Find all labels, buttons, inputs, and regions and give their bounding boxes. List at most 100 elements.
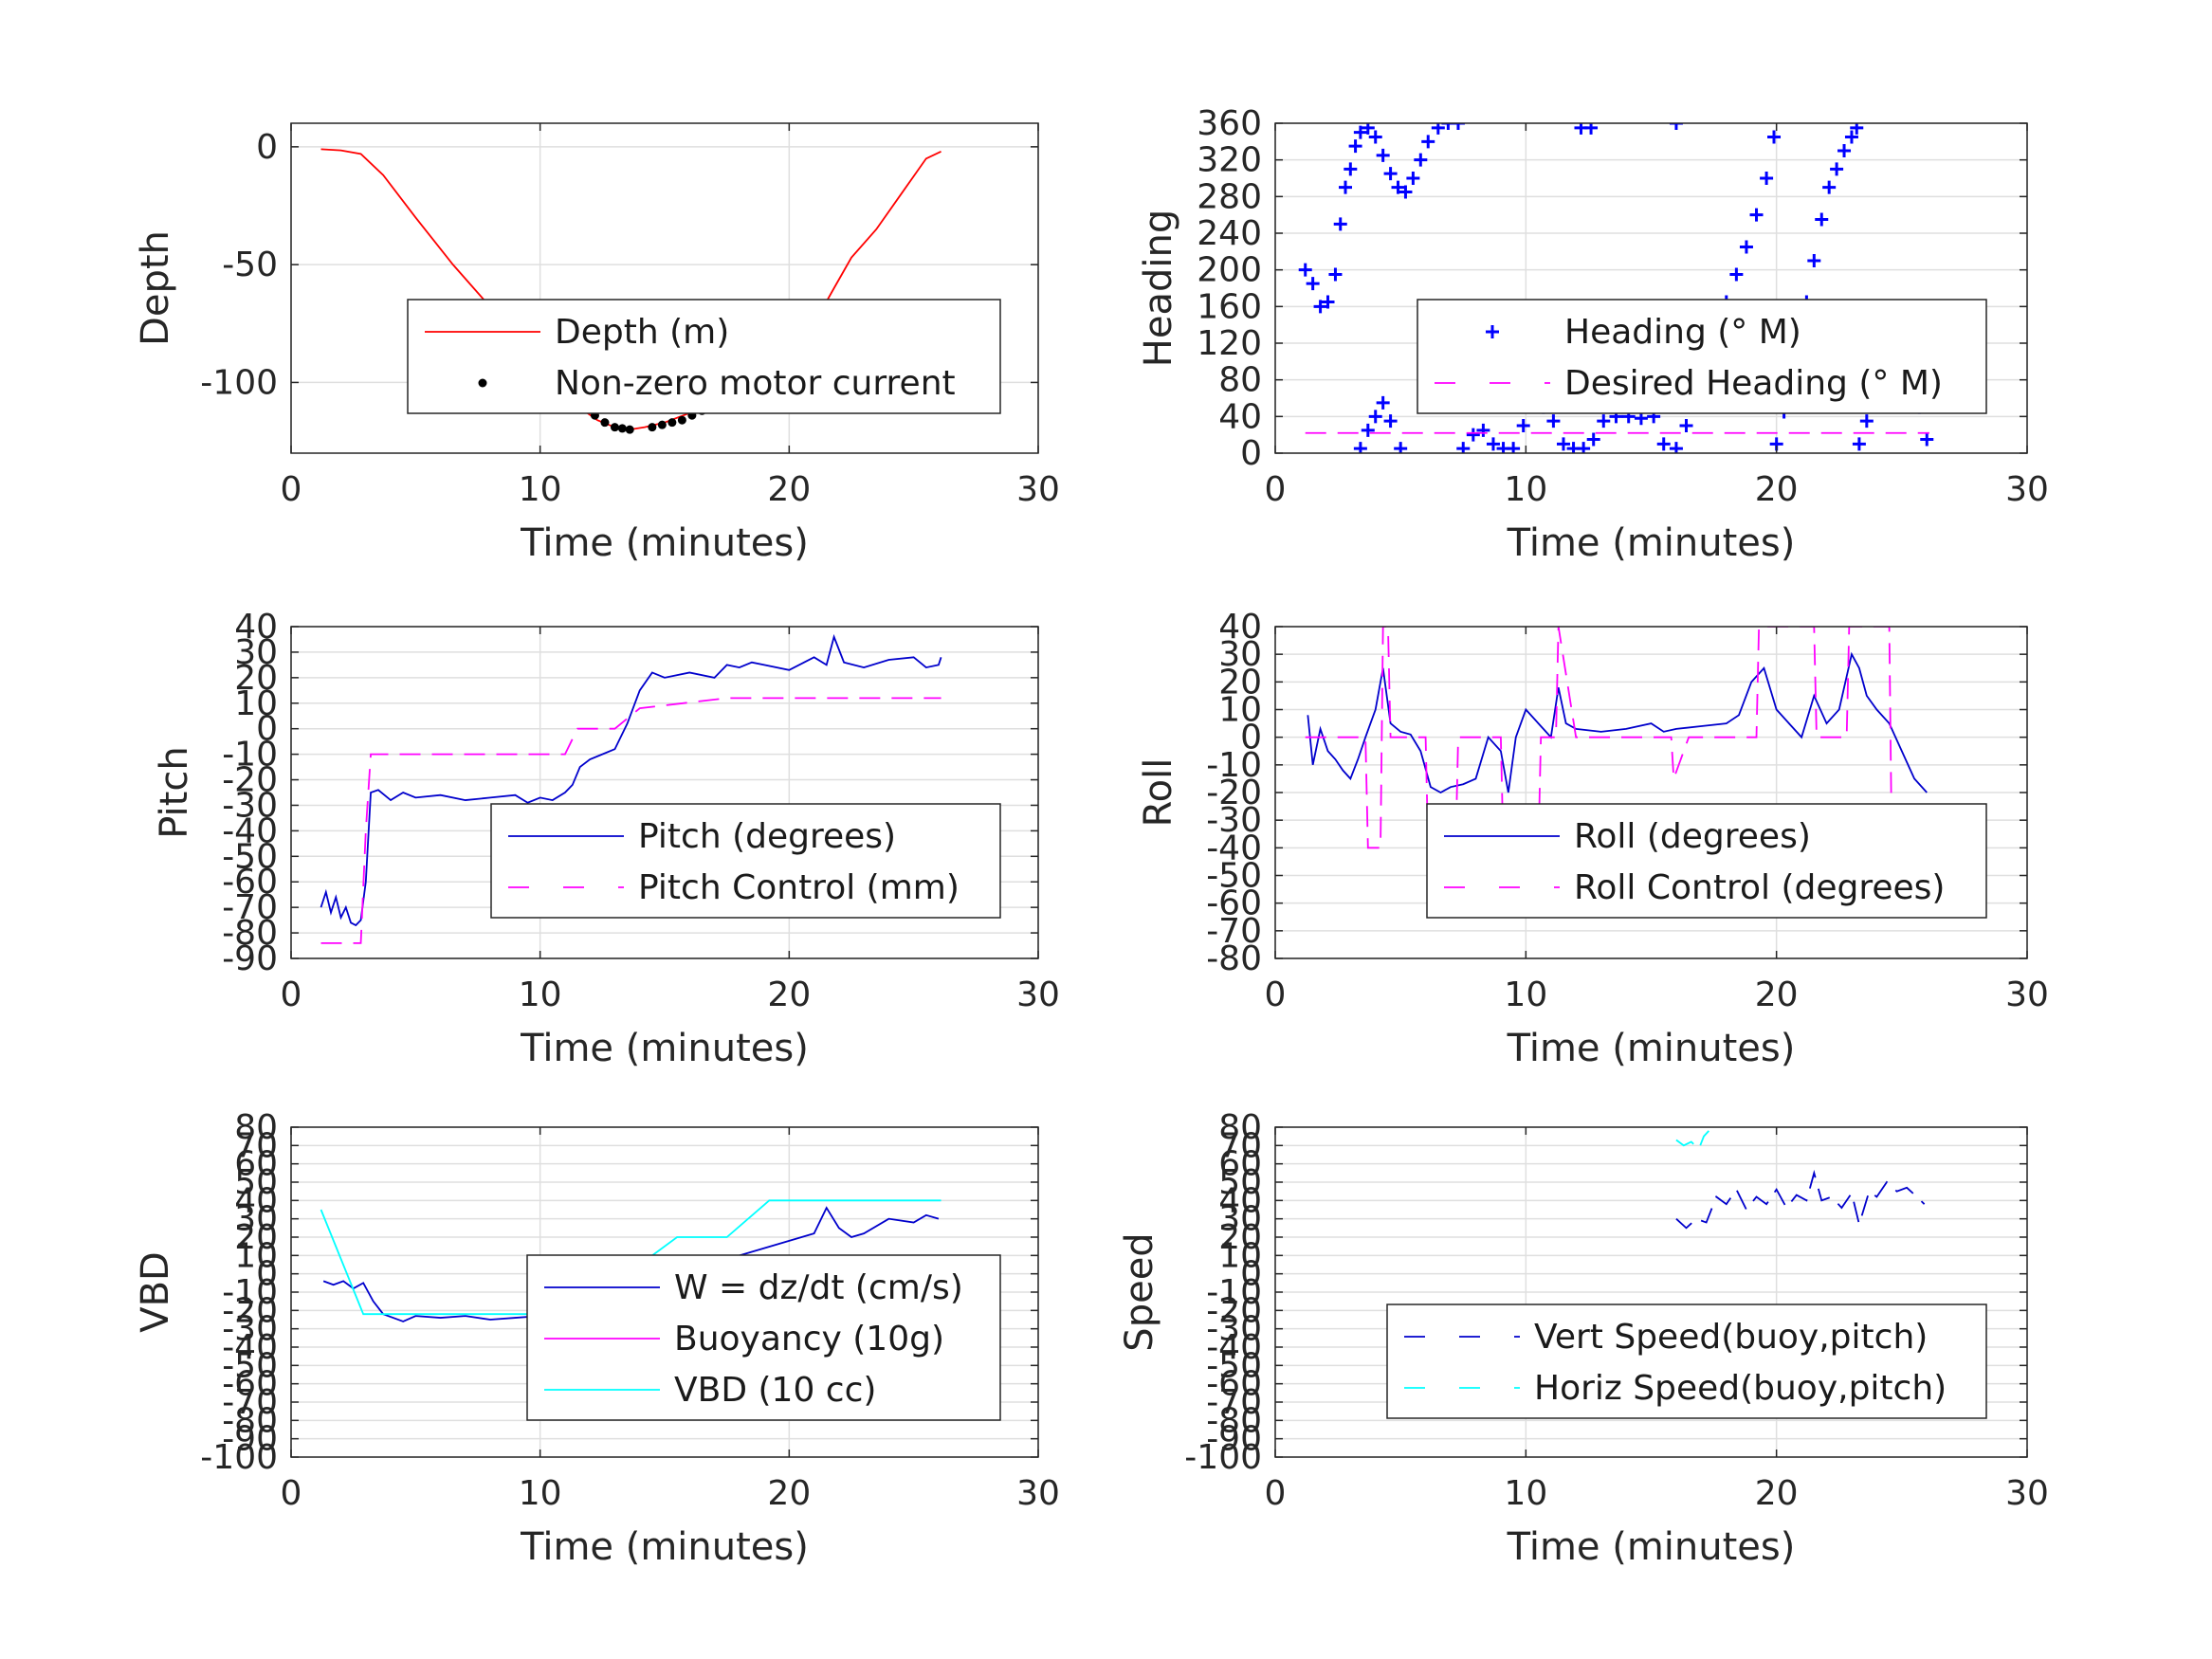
- y-tick-label: -40: [1206, 829, 1262, 867]
- data-point: [1376, 148, 1390, 162]
- y-tick-label: -20: [1206, 774, 1262, 812]
- x-tick-label: 30: [1016, 470, 1060, 509]
- legend-entry: Buoyancy (10g): [674, 1320, 944, 1358]
- x-tick-label: 10: [519, 1474, 562, 1513]
- y-axis-label: Roll: [1137, 758, 1180, 828]
- x-axis-label: Time (minutes): [520, 1027, 809, 1070]
- series-line: [1307, 651, 1928, 794]
- y-tick-label: 30: [234, 633, 278, 672]
- x-tick-label: 20: [1755, 470, 1799, 509]
- x-tick-label: 10: [519, 470, 562, 509]
- data-point: [1361, 423, 1375, 437]
- x-tick-label: 10: [519, 975, 562, 1014]
- x-tick-label: 30: [2005, 1474, 2049, 1513]
- y-tick-label: 0: [256, 710, 278, 749]
- y-tick-label: 30: [1218, 1200, 1262, 1239]
- y-tick-label: 50: [234, 1163, 278, 1202]
- y-axis-label: Depth: [134, 230, 177, 346]
- x-axis-label: Time (minutes): [520, 1525, 809, 1569]
- data-point: [1556, 437, 1570, 451]
- y-axis-label: Heading: [1137, 210, 1180, 367]
- data-point: [1321, 295, 1335, 309]
- y-tick-label: -20: [1206, 1291, 1262, 1330]
- data-point: [1815, 212, 1829, 227]
- y-tick-label: 240: [1197, 214, 1262, 253]
- data-point: [610, 423, 619, 432]
- legend-entry: Horiz Speed(buoy,pitch): [1534, 1369, 1947, 1408]
- y-tick-label: -100: [200, 1438, 278, 1477]
- data-point: [1586, 432, 1600, 447]
- y-tick-label: 10: [1218, 1236, 1262, 1275]
- x-axis-label: Time (minutes): [1507, 1027, 1796, 1070]
- data-point: [1656, 437, 1671, 451]
- plot-area: [320, 633, 942, 944]
- data-point: [1353, 125, 1367, 139]
- legend-box: [490, 803, 1001, 919]
- y-tick-label: -20: [222, 1291, 278, 1330]
- data-point: [1597, 414, 1611, 428]
- data-point: [1830, 162, 1844, 176]
- legend-box: [407, 299, 1001, 414]
- y-tick-label: -40: [1206, 1328, 1262, 1367]
- y-tick-label: -60: [222, 1365, 278, 1404]
- y-tick-label: -70: [222, 888, 278, 927]
- series-line: [1675, 1169, 1926, 1230]
- x-tick-label: 30: [1016, 975, 1060, 1014]
- y-tick-label: -70: [1206, 912, 1262, 951]
- y-tick-label: 0: [256, 1255, 278, 1294]
- y-tick-label: 120: [1197, 324, 1262, 363]
- y-tick-label: 0: [1240, 719, 1262, 757]
- data-point: [1398, 185, 1413, 199]
- data-point: [648, 423, 657, 432]
- y-tick-label: 30: [234, 1200, 278, 1239]
- data-point: [1333, 217, 1347, 231]
- y-tick-label: 40: [1218, 608, 1262, 647]
- legend-box: [1426, 803, 1987, 919]
- data-point: [1368, 130, 1382, 144]
- data-point: [1344, 162, 1358, 176]
- y-tick-label: -50: [222, 246, 278, 284]
- data-point: [1421, 135, 1435, 149]
- y-tick-label: 160: [1197, 287, 1262, 326]
- data-point: [1368, 410, 1382, 424]
- x-tick-label: 10: [1504, 1474, 1547, 1513]
- subplot-1: 0 10 20 30 0 -50 -100 Time (minutes) Depth Depth …: [134, 122, 1060, 565]
- y-tick-label: -90: [222, 1420, 278, 1459]
- legend-entry: Depth (m): [555, 313, 729, 352]
- x-tick-label: 20: [1755, 975, 1799, 1014]
- y-tick-label: -100: [1184, 1438, 1262, 1477]
- data-point: [657, 420, 667, 429]
- x-tick-label: 0: [281, 1474, 302, 1513]
- series-line: [320, 633, 942, 927]
- legend: Depth (m) Non-zero motor current: [407, 299, 1001, 414]
- y-tick-label: -30: [222, 786, 278, 825]
- legend: W = dz/dt (cm/s) Buoyancy (10g) VBD (10 cc…: [526, 1254, 1001, 1421]
- y-tick-label: -80: [222, 1401, 278, 1440]
- data-point: [1920, 432, 1934, 447]
- data-point: [1406, 172, 1420, 185]
- data-point: [1516, 419, 1530, 432]
- data-point: [1306, 277, 1320, 291]
- y-tick-label: -60: [1206, 1365, 1262, 1404]
- legend-entry: Vert Speed(buoy,pitch): [1534, 1318, 1928, 1357]
- y-tick-label: 50: [1218, 1163, 1262, 1202]
- subplot-5: 0 10 20 30-100-90-80-70-60-50-40-30-20-1001…: [134, 1108, 1060, 1569]
- legend-entry: Pitch Control (mm): [638, 868, 960, 907]
- legend-box: [526, 1254, 1001, 1421]
- y-tick-label: 80: [234, 1108, 278, 1147]
- x-axis-label: Time (minutes): [1507, 521, 1796, 565]
- y-tick-label: 200: [1197, 251, 1262, 290]
- data-point: [1837, 144, 1852, 157]
- legend: Roll (degrees) Roll Control (degrees): [1426, 803, 1987, 919]
- y-tick-label: -10: [222, 1273, 278, 1312]
- series-line: [320, 1199, 941, 1316]
- data-point: [1852, 437, 1866, 451]
- legend-entry: Pitch (degrees): [638, 817, 896, 856]
- y-tick-label: 0: [256, 128, 278, 167]
- legend-entry: Roll (degrees): [1574, 817, 1811, 856]
- data-point: [1348, 139, 1362, 154]
- y-tick-label: -30: [222, 1310, 278, 1349]
- data-point: [1760, 172, 1774, 185]
